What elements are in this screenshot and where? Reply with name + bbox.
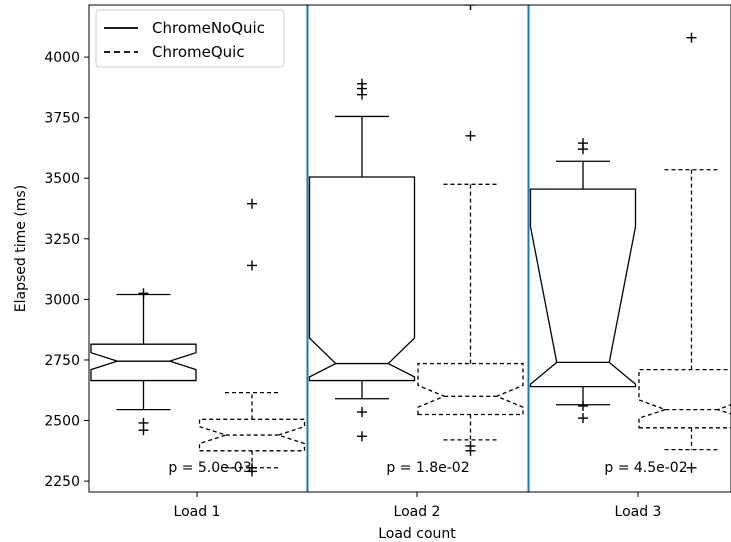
x-axis-label: Load count — [378, 526, 456, 542]
p-value-annotation: p = 1.8e-02 — [386, 460, 469, 476]
x-axis: Load 1 Load 2 Load 3 — [174, 492, 662, 520]
box-ChromeQuic-load-1 — [198, 392, 306, 469]
outlier-point — [138, 417, 149, 428]
box-ChromeNoQuic-load-3 — [529, 160, 637, 406]
outlier-point — [465, 130, 476, 141]
outlier-point — [247, 462, 257, 473]
outlier-point — [247, 198, 257, 209]
outlier-point — [247, 260, 257, 271]
box-ChromeNoQuic-load-1 — [90, 293, 197, 411]
p-value-annotation: p = 4.5e-02 — [604, 460, 687, 476]
p-value-annotation: p = 5.0e-03 — [168, 460, 251, 476]
y-tick-label: 2500 — [44, 414, 80, 430]
outlier-point — [578, 400, 588, 411]
box-body — [198, 418, 306, 452]
x-tick-label: Load 1 — [174, 504, 221, 520]
box-body — [417, 362, 524, 416]
box-body — [638, 368, 731, 429]
y-tick-label: 3250 — [44, 232, 80, 248]
box-body — [308, 176, 416, 382]
box-body — [529, 188, 637, 388]
legend-label: ChromeQuic — [152, 43, 245, 61]
box-ChromeQuic-load-2 — [417, 183, 524, 441]
y-axis-label: Elapsed time (ms) — [13, 185, 29, 312]
outlier-point — [686, 462, 697, 473]
y-axis: 2250 2500 2750 3000 3250 3500 3750 4000 — [44, 50, 89, 490]
box-ChromeNoQuic-load-2 — [308, 115, 416, 400]
outlier-point — [465, 5, 476, 10]
outlier-point — [465, 440, 476, 451]
outlier-point — [138, 288, 149, 299]
x-tick-label: Load 2 — [394, 504, 441, 520]
y-tick-label: 3750 — [44, 111, 80, 127]
box-body — [90, 343, 197, 382]
x-tick-label: Load 3 — [615, 504, 662, 520]
y-tick-label: 4000 — [44, 50, 80, 66]
y-tick-label: 2250 — [44, 474, 80, 490]
box-ChromeQuic-load-3 — [638, 169, 731, 451]
legend: ChromeNoQuic ChromeQuic — [95, 9, 285, 68]
outlier-point — [357, 431, 367, 442]
outlier-point — [686, 32, 697, 43]
y-tick-label: 3000 — [44, 292, 80, 308]
y-tick-label: 3500 — [44, 171, 80, 187]
outlier-point — [578, 138, 588, 149]
outlier-point — [357, 78, 367, 89]
y-tick-label: 2750 — [44, 353, 80, 369]
outlier-point — [578, 413, 588, 424]
outlier-point — [357, 407, 367, 418]
axes-frame — [88, 4, 731, 493]
legend-label: ChromeNoQuic — [152, 19, 265, 37]
plot-area: p = 5.0e-03 p = 1.8e-02 p = 4.5e-02 — [90, 5, 731, 492]
legend-box — [95, 9, 285, 68]
